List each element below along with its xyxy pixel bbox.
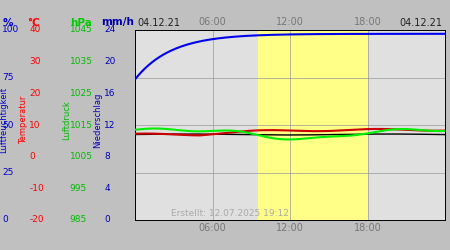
Text: hPa: hPa [70,18,92,28]
Text: 8: 8 [104,152,110,161]
Text: mm/h: mm/h [101,18,134,28]
Text: -10: -10 [29,184,44,193]
Text: Temperatur: Temperatur [19,96,28,144]
Text: 0: 0 [29,152,35,161]
Text: 0: 0 [2,216,8,224]
Text: Niederschlag: Niederschlag [94,92,103,148]
Text: 1015: 1015 [70,120,93,130]
Text: °C: °C [27,18,40,28]
Text: Luftfeuchtigkeit: Luftfeuchtigkeit [0,87,8,153]
Text: 4: 4 [104,184,110,193]
Text: 995: 995 [70,184,87,193]
Text: Luftdruck: Luftdruck [62,100,71,140]
Text: 20: 20 [29,89,40,98]
Text: 1025: 1025 [70,89,93,98]
Text: 985: 985 [70,216,87,224]
Text: 16: 16 [104,89,116,98]
Text: 1045: 1045 [70,26,93,35]
Text: 20: 20 [104,57,116,66]
Text: 75: 75 [2,73,14,82]
Text: 24: 24 [104,26,116,35]
Text: 1035: 1035 [70,57,93,66]
Text: 0: 0 [104,216,110,224]
Text: 12: 12 [104,120,116,130]
Text: %: % [2,18,13,28]
Text: 25: 25 [2,168,13,177]
Text: 100: 100 [2,26,19,35]
Text: -20: -20 [29,216,44,224]
Text: 30: 30 [29,57,41,66]
Text: 50: 50 [2,120,14,130]
Text: 10: 10 [29,120,41,130]
Text: 04.12.21: 04.12.21 [400,18,443,28]
Text: Erstellt: 12.07.2025 19:12: Erstellt: 12.07.2025 19:12 [171,208,289,218]
Bar [258,30,368,220]
Text: 04.12.21: 04.12.21 [137,18,180,28]
Text: 40: 40 [29,26,40,35]
Text: 1005: 1005 [70,152,93,161]
